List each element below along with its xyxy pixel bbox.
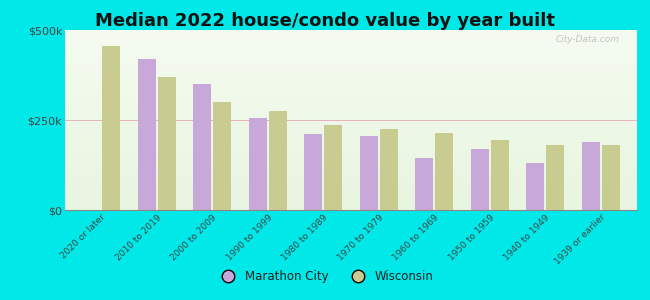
Bar <box>269 111 287 210</box>
Bar <box>360 136 378 210</box>
Bar <box>436 133 453 210</box>
Bar <box>102 46 120 210</box>
Bar <box>526 163 544 210</box>
Bar <box>324 125 342 210</box>
Bar <box>138 59 155 210</box>
Bar <box>415 158 433 210</box>
Bar <box>304 134 322 210</box>
Bar <box>602 145 620 210</box>
Bar <box>193 84 211 210</box>
Bar <box>158 77 176 210</box>
Bar <box>213 102 231 210</box>
Text: Median 2022 house/condo value by year built: Median 2022 house/condo value by year bu… <box>95 12 555 30</box>
Bar <box>380 129 398 210</box>
Bar <box>471 149 489 210</box>
Bar <box>249 118 266 210</box>
Bar <box>547 145 564 210</box>
Text: City-Data.com: City-Data.com <box>556 35 620 44</box>
Bar <box>582 142 600 210</box>
Legend: Marathon City, Wisconsin: Marathon City, Wisconsin <box>212 266 438 288</box>
Bar <box>491 140 509 210</box>
